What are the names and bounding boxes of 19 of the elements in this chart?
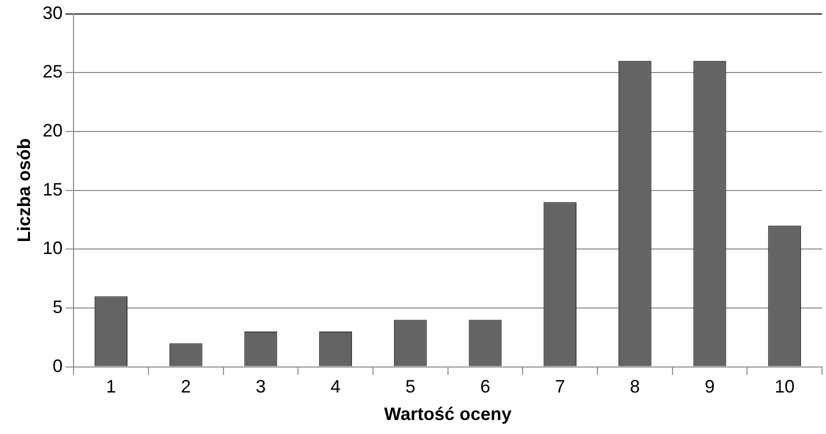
y-tick-label: 10: [42, 238, 63, 258]
x-tick-label: 5: [405, 376, 416, 397]
x-tick-label: 7: [555, 376, 566, 397]
x-tick-label: 8: [630, 376, 640, 397]
y-tick-label: 20: [42, 120, 63, 140]
y-tick-label: 5: [52, 296, 63, 317]
x-tick-label: 4: [330, 376, 341, 397]
x-tick-label: 6: [480, 376, 490, 397]
y-axis-title: Liczba osób: [14, 138, 34, 242]
x-tick-label: 3: [256, 376, 266, 397]
y-tick-label: 0: [52, 356, 63, 376]
y-tick-label: 25: [42, 62, 63, 82]
x-tick-label: 9: [704, 376, 715, 397]
x-axis-title: Wartość oceny: [384, 404, 512, 424]
y-tick-label: 30: [42, 2, 63, 23]
x-tick-label: 1: [106, 376, 116, 397]
y-tick-label: 15: [42, 179, 63, 200]
x-tick-label: 10: [774, 376, 795, 397]
x-tick-label: 2: [180, 376, 191, 397]
